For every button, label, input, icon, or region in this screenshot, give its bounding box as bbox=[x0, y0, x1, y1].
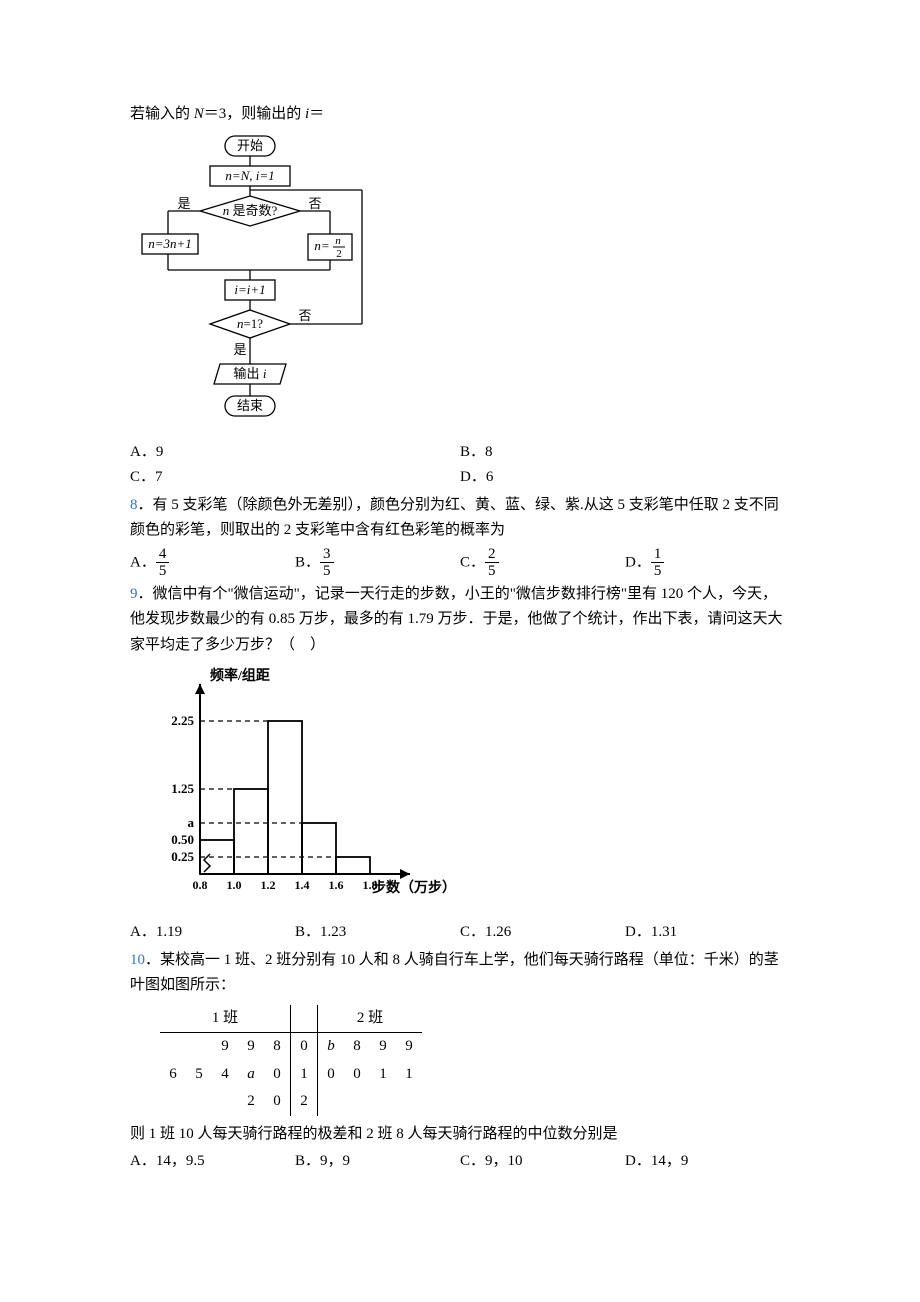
q10-optA: A．14，9.5 bbox=[130, 1149, 295, 1175]
svg-text:i=i+1: i=i+1 bbox=[234, 282, 265, 297]
stem-h1: 1 班 bbox=[160, 1005, 291, 1033]
svg-text:0.25: 0.25 bbox=[171, 849, 194, 864]
q8-num: 8 bbox=[130, 497, 138, 513]
svg-text:n 是奇数?: n 是奇数? bbox=[223, 203, 278, 218]
q8-options: A．45 B．35 C．25 D．15 bbox=[130, 546, 790, 580]
svg-text:1.6: 1.6 bbox=[329, 878, 344, 892]
svg-text:1.0: 1.0 bbox=[227, 878, 242, 892]
svg-text:结束: 结束 bbox=[237, 398, 263, 413]
q7-optA: A．9 bbox=[130, 440, 460, 466]
q10-options: A．14，9.5 B．9，9 C．9，10 D．14，9 bbox=[130, 1149, 790, 1175]
q9-text: 9．微信中有个"微信运动"，记录一天行走的步数，小王的"微信步数排行榜"里有 1… bbox=[130, 582, 790, 659]
q9-optA: A．1.19 bbox=[130, 920, 295, 946]
svg-text:n=3n+1: n=3n+1 bbox=[148, 236, 192, 251]
q10-text2: 则 1 班 10 人每天骑行路程的极差和 2 班 8 人每天骑行路程的中位数分别… bbox=[130, 1122, 790, 1148]
svg-text:n: n bbox=[335, 235, 341, 247]
svg-text:n=: n= bbox=[314, 238, 329, 253]
q7-options: A．9 B．8 bbox=[130, 440, 790, 466]
q8-optA: A．45 bbox=[130, 546, 295, 580]
svg-text:频率/组距: 频率/组距 bbox=[210, 667, 270, 684]
svg-text:1.4: 1.4 bbox=[295, 878, 310, 892]
svg-text:输出 i: 输出 i bbox=[234, 366, 267, 381]
q8-text: 8．有 5 支彩笔（除颜色外无差别），颜色分别为红、黄、蓝、绿、紫.从这 5 支… bbox=[130, 493, 790, 544]
q8-optB: B．35 bbox=[295, 546, 460, 580]
q10-body1: ．某校高一 1 班、2 班分别有 10 人和 8 人骑自行车上学，他们每天骑行路… bbox=[130, 952, 779, 994]
q7-N: N bbox=[194, 106, 204, 122]
svg-text:2.25: 2.25 bbox=[171, 713, 194, 728]
svg-text:1.2: 1.2 bbox=[261, 878, 276, 892]
q10-stem-leaf: 1 班 2 班 9980b899654a010011202 bbox=[160, 1005, 422, 1116]
q9-optC: C．1.26 bbox=[460, 920, 625, 946]
q9-num: 9 bbox=[130, 586, 138, 602]
q10-optC: C．9，10 bbox=[460, 1149, 625, 1175]
q9-options: A．1.19 B．1.23 C．1.26 D．1.31 bbox=[130, 920, 790, 946]
q8-optC: C．25 bbox=[460, 546, 625, 580]
stem-h2: 2 班 bbox=[318, 1005, 423, 1033]
svg-text:1.25: 1.25 bbox=[171, 781, 194, 796]
q8-optD: D．15 bbox=[625, 546, 790, 580]
q7-optD: D．6 bbox=[460, 465, 790, 491]
q10-optD: D．14，9 bbox=[625, 1149, 790, 1175]
q8-body: ．有 5 支彩笔（除颜色外无差别），颜色分别为红、黄、蓝、绿、紫.从这 5 支彩… bbox=[130, 497, 779, 539]
svg-text:n=N, i=1: n=N, i=1 bbox=[225, 168, 274, 183]
q7-t3: ＝ bbox=[309, 106, 324, 122]
q10-optB: B．9，9 bbox=[295, 1149, 460, 1175]
svg-text:0.8: 0.8 bbox=[193, 878, 208, 892]
q10-num: 10 bbox=[130, 952, 145, 968]
q9-body: ．微信中有个"微信运动"，记录一天行走的步数，小王的"微信步数排行榜"里有 12… bbox=[130, 586, 783, 653]
flow-start: 开始 bbox=[237, 138, 263, 153]
svg-text:是: 是 bbox=[177, 196, 190, 211]
q7-intro: 若输入的 N＝3，则输出的 i＝ bbox=[130, 102, 790, 128]
svg-text:是: 是 bbox=[233, 342, 246, 357]
svg-text:0.50: 0.50 bbox=[171, 832, 194, 847]
q7-optB: B．8 bbox=[460, 440, 790, 466]
svg-text:2: 2 bbox=[336, 248, 342, 260]
svg-text:a: a bbox=[188, 815, 195, 830]
svg-text:否: 否 bbox=[308, 196, 321, 211]
q7-flowchart: 开始 n=N, i=1 n 是奇数? 是 否 n=3n+1 n= n 2 i=i… bbox=[140, 134, 790, 434]
q9-optD: D．1.31 bbox=[625, 920, 790, 946]
q9-optB: B．1.23 bbox=[295, 920, 460, 946]
q7-optC: C．7 bbox=[130, 465, 460, 491]
svg-text:否: 否 bbox=[298, 308, 311, 323]
svg-text:步数（万步）: 步数（万步） bbox=[372, 879, 456, 896]
svg-text:n=1?: n=1? bbox=[237, 316, 263, 331]
q7-t2: ＝3，则输出的 bbox=[204, 106, 305, 122]
q9-histogram: 0.250.50a1.252.250.81.01.21.41.61.8频率/组距… bbox=[140, 664, 790, 914]
q10-text1: 10．某校高一 1 班、2 班分别有 10 人和 8 人骑自行车上学，他们每天骑… bbox=[130, 948, 790, 999]
q7-t1: 若输入的 bbox=[130, 106, 194, 122]
q7-options2: C．7 D．6 bbox=[130, 465, 790, 491]
